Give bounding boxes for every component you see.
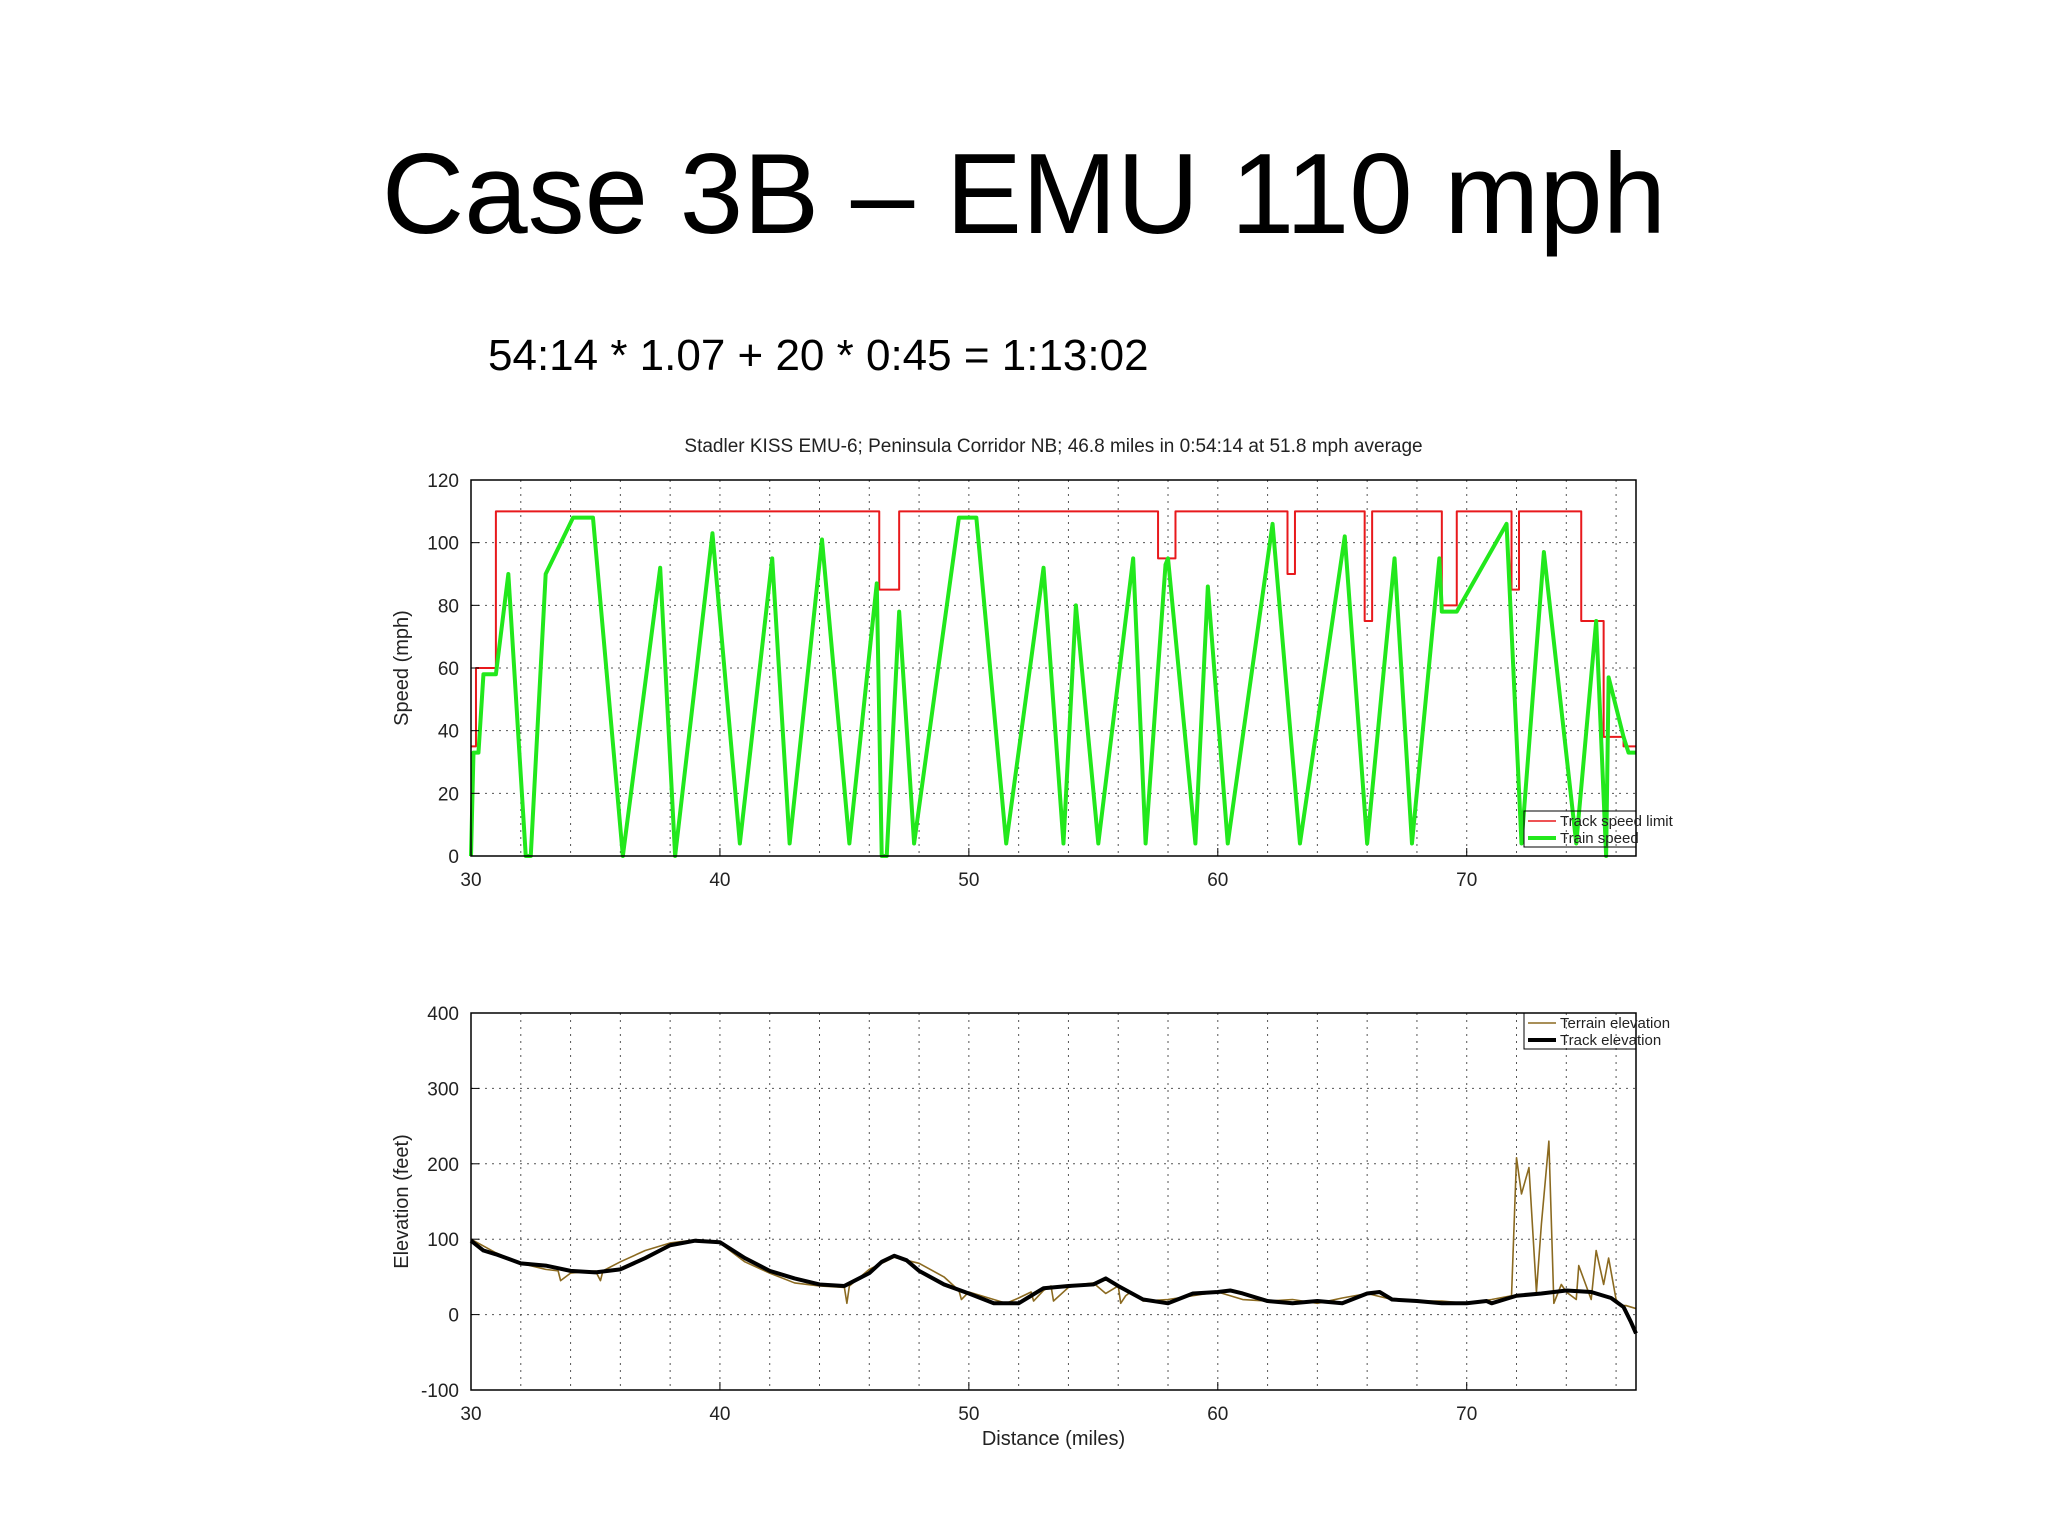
chart1-x-tick-label: 60 (1207, 870, 1228, 891)
chart1-legend-entry: Train speed (1560, 830, 1639, 847)
chart1-x-tick-label: 30 (460, 870, 481, 891)
chart2-y-axis-label: Elevation (feet) (391, 1134, 413, 1269)
chart1-x-tick-label: 70 (1456, 870, 1477, 891)
chart1-y-tick-label: 20 (438, 784, 459, 805)
chart2-legend-entry: Track elevation (1560, 1032, 1661, 1049)
chart2-y-tick-label: -100 (421, 1381, 459, 1402)
chart2-y-tick-label: 100 (427, 1230, 459, 1251)
chart2-y-tick-label: 300 (427, 1079, 459, 1100)
chart1-legend-entry: Track speed limit (1560, 813, 1674, 830)
chart1-y-axis-label: Speed (mph) (391, 610, 413, 726)
chart2-series-track-elevation (469, 1238, 1638, 1335)
chart1-y-tick-label: 0 (448, 847, 459, 868)
chart2-x-tick-label: 30 (460, 1404, 481, 1425)
chart1-y-tick-label: 60 (438, 659, 459, 680)
chart2-series-terrain-elevation (470, 1140, 1637, 1310)
formula-text: 54:14 * 1.07 + 20 * 0:45 = 1:13:02 (488, 331, 1149, 380)
chart2-plot-frame (470, 1012, 1637, 1391)
chart2-y-tick-label: 0 (448, 1306, 459, 1327)
chart2-y-tick-label: 200 (427, 1155, 459, 1176)
chart1-y-tick-label: 80 (438, 596, 459, 617)
chart2-x-tick-label: 70 (1456, 1404, 1477, 1425)
chart1-y-tick-label: 40 (438, 722, 459, 743)
chart1-legend-box (1523, 810, 1637, 848)
chart2-x-tick-label: 60 (1207, 1404, 1228, 1425)
chart1-series-train-speed (469, 515, 1636, 858)
slide-title: Case 3B – EMU 110 mph (381, 131, 1667, 258)
chart1-title: Stadler KISS EMU-6; Peninsula Corridor N… (684, 436, 1422, 457)
chart2-legend-box (1523, 1012, 1637, 1050)
chart2-y-tick-label: 400 (427, 1004, 459, 1025)
chart2-x-tick-label: 50 (958, 1404, 979, 1425)
chart2-legend-entry: Terrain elevation (1560, 1015, 1670, 1032)
chart1-x-tick-label: 40 (709, 870, 730, 891)
chart1-y-tick-label: 120 (427, 471, 459, 492)
chart2-x-tick-label: 40 (709, 1404, 730, 1425)
chart1-y-tick-label: 100 (427, 534, 459, 555)
chart1-x-tick-label: 50 (958, 870, 979, 891)
chart1-series-track-speed-limit (471, 510, 1636, 748)
chart2-x-axis-label: Distance (miles) (982, 1428, 1125, 1450)
